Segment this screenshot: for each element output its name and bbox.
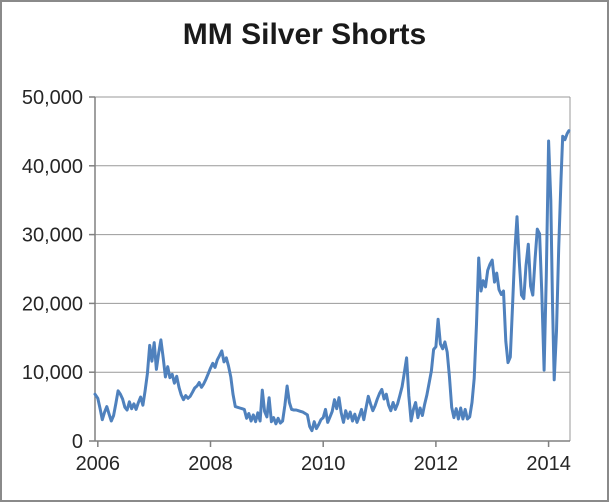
x-tick-label: 2006 [76, 453, 121, 475]
x-tick-label: 2010 [301, 453, 346, 475]
y-tick-label: 50,000 [22, 87, 83, 109]
chart-title: MM Silver Shorts [182, 18, 427, 51]
y-tick-label: 30,000 [22, 225, 83, 247]
x-tick-label: 2014 [526, 453, 571, 475]
y-tick-label: 10,000 [22, 362, 83, 384]
y-tick-label: 20,000 [22, 293, 83, 315]
x-tick-label: 2008 [188, 453, 233, 475]
y-tick-label: 0 [72, 431, 83, 453]
x-tick-label: 2012 [414, 453, 459, 475]
data-series-line [93, 129, 571, 433]
y-tick-label: 40,000 [22, 156, 83, 178]
